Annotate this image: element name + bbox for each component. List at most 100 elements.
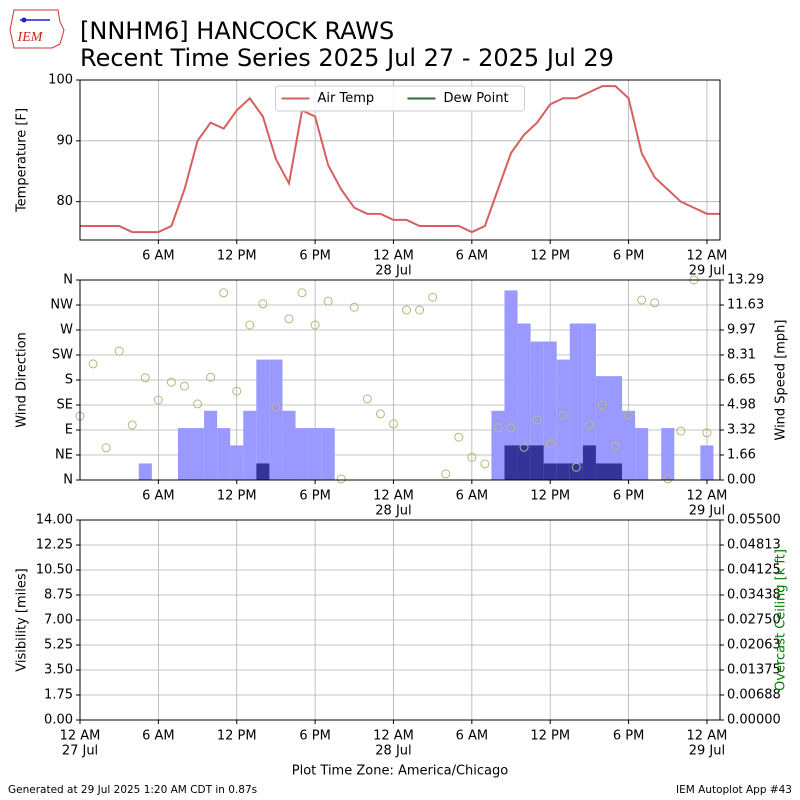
x-tick-date: 27 Jul: [62, 744, 98, 759]
x-tick-label: 6 AM: [456, 489, 489, 504]
y2-tick-label: 11.63: [727, 297, 764, 312]
y-tick-label: N: [63, 473, 73, 488]
x-tick-label: 12 AM: [687, 489, 728, 504]
logo-text: IEM: [17, 30, 44, 45]
point: [127, 420, 137, 430]
x-tick-label: 6 PM: [299, 489, 330, 504]
bar: [700, 445, 714, 480]
point: [219, 288, 229, 298]
bar: [582, 445, 596, 480]
data-area: [138, 290, 714, 480]
point: [153, 395, 163, 405]
plot-frame: [79, 279, 721, 481]
bar: [517, 323, 531, 480]
bar: [308, 428, 322, 480]
bar: [661, 428, 675, 480]
x-tick-label: 6 AM: [142, 249, 175, 264]
bar: [608, 463, 623, 480]
bar: [517, 445, 531, 480]
bar: [295, 428, 309, 480]
y2-tick-label: 0.04813: [727, 538, 781, 553]
x-tick-date: 29 Jul: [689, 264, 725, 279]
point: [271, 402, 281, 412]
y2-tick-label: 6.65: [727, 372, 756, 387]
x-axis-label: Plot Time Zone: America/Chicago: [292, 764, 508, 779]
y2-axis-label: Wind Speed [mph]: [774, 320, 789, 441]
point: [206, 372, 216, 382]
point: [193, 399, 203, 409]
y2-tick-label: 4.98: [727, 398, 756, 413]
y-tick-label: 80: [56, 194, 73, 209]
point: [388, 419, 398, 429]
bar: [282, 410, 296, 480]
bar: [569, 323, 583, 480]
point: [323, 296, 333, 306]
y2-tick-label: 0.04125: [727, 563, 781, 578]
point: [532, 415, 542, 425]
legend: Air Temp Dew Point: [275, 85, 525, 112]
y-tick-label: NE: [55, 448, 73, 463]
point: [558, 410, 568, 420]
footer-generated: Generated at 29 Jul 2025 1:20 AM CDT in …: [8, 784, 257, 796]
point: [545, 439, 555, 449]
point: [362, 394, 372, 404]
x-tick-label: 6 AM: [142, 729, 175, 744]
bar: [582, 323, 596, 480]
point: [571, 462, 581, 472]
point: [179, 381, 189, 391]
point: [375, 409, 385, 419]
bar: [230, 445, 244, 480]
x-tick-label: 6 AM: [456, 249, 489, 264]
y2-tick-label: 9.97: [727, 322, 756, 337]
point: [297, 288, 307, 298]
point: [663, 474, 673, 484]
point: [467, 452, 477, 462]
point: [624, 410, 634, 420]
x-tick-date: 29 Jul: [689, 744, 725, 759]
point: [584, 420, 594, 430]
y2-tick-label: 0.02063: [727, 638, 781, 653]
point: [702, 428, 712, 438]
x-tick-date: 28 Jul: [375, 504, 411, 519]
y-tick-label: S: [65, 373, 73, 388]
point: [637, 295, 647, 305]
bar: [595, 463, 609, 480]
x-tick-label: 12 AM: [373, 249, 414, 264]
plot-frame: [79, 79, 721, 241]
bar: [191, 428, 205, 480]
x-tick-label: 12 AM: [687, 249, 728, 264]
point: [258, 299, 268, 309]
x-tick-label: 12 PM: [217, 489, 257, 504]
y-tick-label: E: [65, 423, 73, 438]
point: [506, 423, 516, 433]
y-tick-label: 90: [56, 133, 73, 148]
logo-dot: [21, 17, 27, 23]
bar: [556, 359, 570, 480]
legend-label: Dew Point: [444, 91, 509, 106]
bar: [556, 463, 570, 480]
y-tick-label: 100: [48, 73, 73, 88]
logo: IEM: [9, 9, 65, 49]
x-tick-label: 6 PM: [299, 249, 330, 264]
point: [597, 400, 607, 410]
x-tick-label: 12 AM: [60, 729, 101, 744]
point: [349, 302, 359, 312]
bar: [217, 428, 231, 480]
y-tick-label: N: [63, 273, 73, 288]
bar: [269, 359, 283, 480]
y2-tick-label: 0.03438: [727, 588, 781, 603]
point: [519, 442, 529, 452]
y2-tick-label: 13.29: [727, 273, 764, 288]
point: [415, 305, 425, 315]
bar: [177, 428, 192, 480]
point: [480, 459, 490, 469]
y-tick-label: 3.50: [44, 663, 73, 678]
legend-box: [275, 85, 525, 112]
x-tick-label: 12 AM: [373, 729, 414, 744]
y-axis-label: Temperature [F]: [15, 108, 30, 213]
line: [80, 85, 720, 234]
bar: [530, 445, 544, 480]
point: [493, 423, 503, 433]
